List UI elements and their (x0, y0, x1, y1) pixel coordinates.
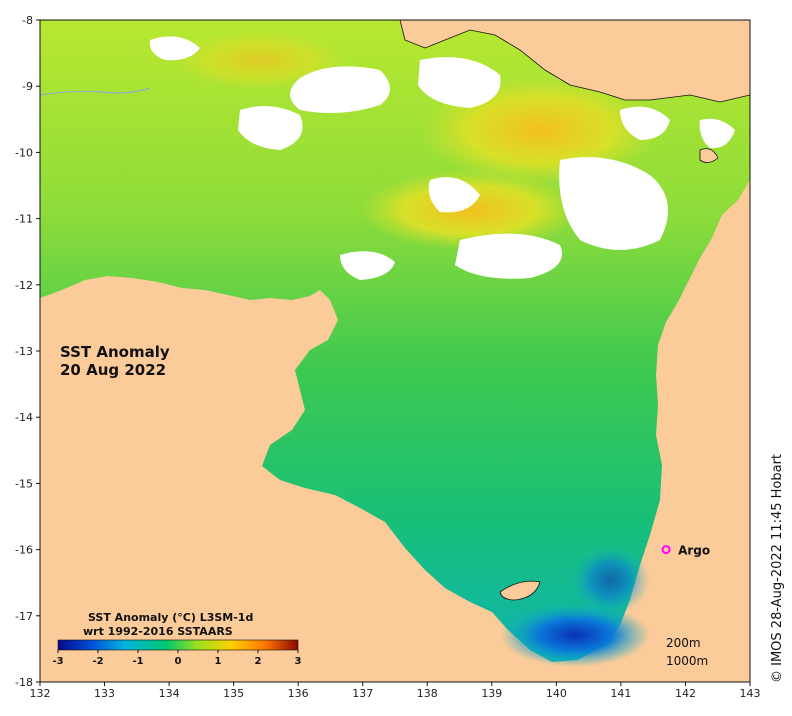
lat-tick-label: -15 (15, 477, 33, 490)
lon-tick-label: 132 (30, 687, 51, 700)
lat-tick-label: -13 (15, 345, 33, 358)
cloud-mask (149, 20, 735, 280)
contour-label-200m: 200m (666, 636, 701, 650)
cold-anomaly-patch (500, 603, 650, 667)
lon-tick-label: 137 (352, 687, 373, 700)
colorbar-title-line2: wrt 1992-2016 SSTAARS (83, 625, 233, 638)
colorbar-ramp (57, 639, 299, 651)
map-title-line1: SST Anomaly (60, 343, 170, 361)
lon-tick-label: 138 (417, 687, 438, 700)
colorbar-tick-label: 1 (215, 656, 222, 667)
lat-tick-label: -12 (15, 279, 33, 292)
lat-tick-label: -11 (15, 213, 33, 226)
lat-tick-label: -9 (22, 80, 33, 93)
colorbar: SST Anomaly (°C) L3SM-1d wrt 1992-2016 S… (52, 611, 301, 667)
colorbar-tick-label: 2 (255, 656, 262, 667)
coastline (399, 20, 750, 601)
colorbar-ticks: -3 -2 -1 0 1 2 3 (52, 650, 302, 667)
colorbar-tick-label: -2 (92, 656, 103, 667)
colorbar-title-line1: SST Anomaly (°C) L3SM-1d (88, 611, 253, 624)
colorbar-tick-label: -3 (52, 656, 63, 667)
lon-tick-label: 143 (740, 687, 761, 700)
lon-tick-label: 142 (675, 687, 696, 700)
lat-tick-label: -14 (15, 411, 33, 424)
lat-tick-label: -8 (22, 14, 33, 27)
cold-anomaly-patch (570, 545, 650, 615)
colorbar-tick-label: 3 (295, 656, 302, 667)
map-title-line2: 20 Aug 2022 (60, 361, 166, 379)
credit-text: © IMOS 28-Aug-2022 11:45 Hobart (770, 454, 785, 683)
colorbar-tick-label: -1 (132, 656, 143, 667)
lon-tick-label: 136 (288, 687, 309, 700)
lon-tick-label: 140 (546, 687, 567, 700)
argo-label: Argo (678, 544, 710, 558)
lat-tick-label: -17 (15, 610, 33, 623)
warm-anomaly-patch (360, 170, 580, 250)
lon-tick-label: 135 (223, 687, 244, 700)
lat-tick-label: -10 (15, 146, 33, 159)
lon-tick-label: 133 (94, 687, 115, 700)
lat-tick-label: -16 (15, 544, 33, 557)
lon-tick-label: 134 (159, 687, 180, 700)
colorbar-tick-label: 0 (175, 656, 182, 667)
contour-label-1000m: 1000m (666, 654, 708, 668)
map-area (40, 20, 750, 682)
lon-tick-label: 139 (481, 687, 502, 700)
axis-ticks: 132 133 134 135 136 137 138 139 140 141 142 143-8-9… (15, 14, 760, 700)
lat-tick-label: -18 (15, 676, 33, 689)
argo-marker[interactable] (661, 545, 671, 555)
lon-tick-label: 141 (610, 687, 631, 700)
warm-anomaly-patch (170, 30, 350, 90)
contour-line (40, 87, 151, 96)
